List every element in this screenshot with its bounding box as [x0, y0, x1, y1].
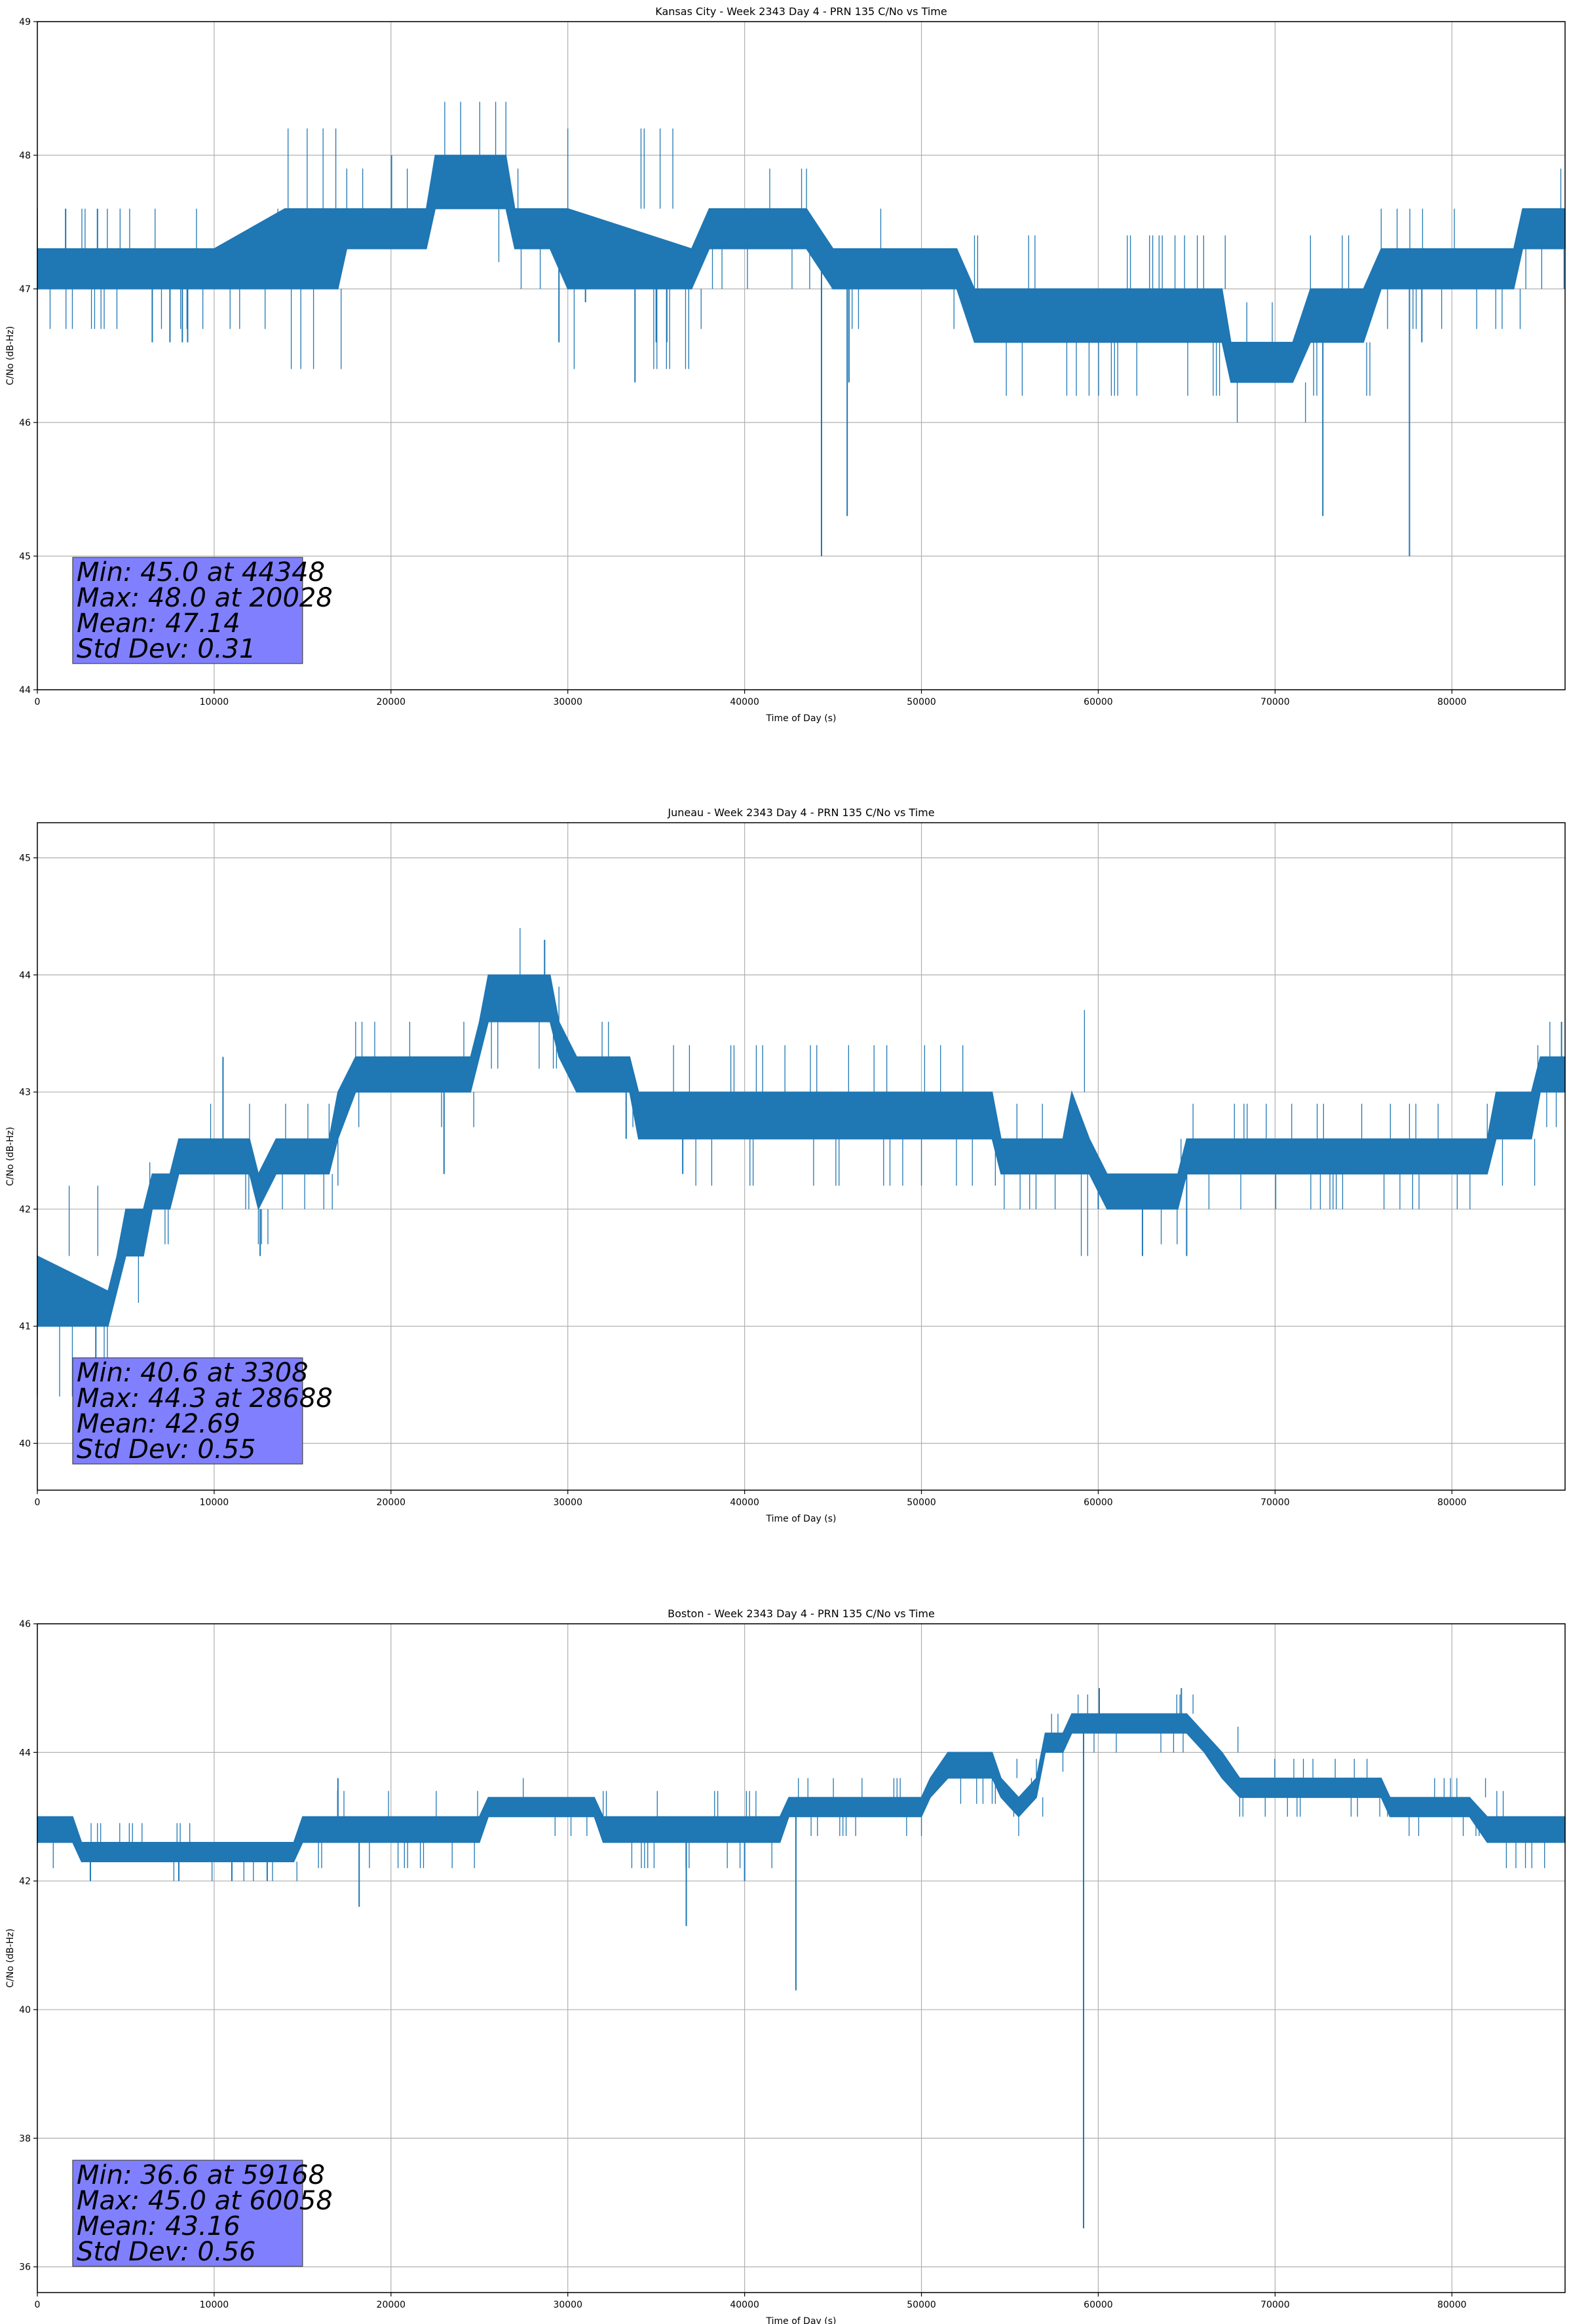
subplot-juneau: 0 10000 20000 30000 40000 50000 60000 70000 8000… — [5, 806, 1566, 1524]
x-tick-label: 40000 — [730, 1497, 759, 1508]
stats-line: Mean: 42.69 — [77, 1409, 240, 1439]
series-line — [37, 102, 1566, 556]
stats-box-bg — [72, 1357, 303, 1465]
y-tick-label: 49 — [19, 17, 31, 28]
y-tick-label: 36 — [19, 2262, 31, 2273]
y-axis-label: C/No (dB-Hz) — [5, 1928, 16, 1987]
stats-box-bg — [72, 557, 303, 664]
x-tick-label: 80000 — [1437, 2300, 1467, 2310]
x-tick-label: 0 — [35, 2300, 41, 2310]
x-tick-label: 10000 — [200, 697, 229, 707]
x-tick-label: 10000 — [200, 1497, 229, 1508]
series-hatch — [52, 1694, 1545, 1881]
stats-line: Max: 44.3 at 28688 — [77, 1383, 333, 1414]
x-tick-label: 60000 — [1084, 1497, 1113, 1508]
y-tick-label: 40 — [19, 2005, 31, 2015]
series-hatch — [37, 102, 1565, 422]
x-tick-label: 30000 — [553, 697, 582, 707]
chart-title: Kansas City - Week 2343 Day 4 - PRN 135 … — [655, 5, 947, 18]
x-tick-label: 40000 — [730, 697, 759, 707]
x-tick-label: 30000 — [553, 1497, 582, 1508]
x-tick-label: 20000 — [377, 697, 406, 707]
y-tick-label: 47 — [19, 284, 31, 295]
stats-line: Max: 45.0 at 60058 — [77, 2186, 333, 2216]
y-tick-label: 42 — [19, 1205, 31, 1215]
x-ticks: 0 10000 20000 30000 40000 50000 60000 70000 8000… — [35, 2293, 1467, 2310]
chart-title: Juneau - Week 2343 Day 4 - PRN 135 C/No … — [667, 806, 934, 819]
stats-line: Mean: 47.14 — [77, 609, 240, 639]
x-tick-label: 30000 — [553, 2300, 582, 2310]
stats-line: Min: 36.6 at 59168 — [77, 2160, 325, 2190]
x-axis-label: Time of Day (s) — [766, 1514, 837, 1524]
y-tick-label: 43 — [19, 1087, 31, 1098]
y-ticks: 44 45 46 47 48 49 — [19, 17, 37, 696]
y-tick-label: 40 — [19, 1438, 31, 1449]
stats-line: Min: 45.0 at 44348 — [77, 557, 325, 588]
x-tick-label: 80000 — [1437, 697, 1467, 707]
y-tick-label: 45 — [19, 853, 31, 864]
stats-line: Std Dev: 0.55 — [77, 1434, 256, 1465]
x-ticks: 0 10000 20000 30000 40000 50000 60000 70000 8000… — [35, 690, 1467, 707]
y-tick-label: 45 — [19, 552, 31, 562]
y-ticks: 36 38 40 42 44 46 — [19, 1619, 37, 2273]
x-tick-label: 50000 — [907, 2300, 936, 2310]
x-tick-label: 20000 — [377, 2300, 406, 2310]
axes-frame — [37, 21, 1566, 690]
y-tick-label: 44 — [19, 970, 31, 981]
stats-line: Std Dev: 0.31 — [77, 634, 256, 664]
x-tick-label: 70000 — [1260, 1497, 1290, 1508]
series-line — [37, 1688, 1566, 2228]
axes-frame — [37, 1623, 1566, 2293]
chart-title: Boston - Week 2343 Day 4 - PRN 135 C/No … — [668, 1607, 935, 1620]
x-tick-label: 10000 — [200, 2300, 229, 2310]
x-tick-label: 70000 — [1260, 697, 1290, 707]
subplot-kansas-city: 0 10000 20000 30000 40000 50000 60000 70000 8000… — [5, 5, 1566, 724]
stats-line: Std Dev: 0.56 — [77, 2237, 256, 2267]
x-tick-label: 60000 — [1084, 697, 1113, 707]
x-tick-label: 50000 — [907, 697, 936, 707]
y-tick-label: 44 — [19, 1748, 31, 1758]
y-tick-label: 44 — [19, 685, 31, 696]
x-tick-label: 70000 — [1260, 2300, 1290, 2310]
stats-line: Mean: 43.16 — [77, 2211, 240, 2241]
x-tick-label: 20000 — [377, 1497, 406, 1508]
x-tick-label: 60000 — [1084, 2300, 1113, 2310]
subplot-boston: 0 10000 20000 30000 40000 50000 60000 70000 8000… — [5, 1607, 1566, 2324]
y-tick-label: 48 — [19, 151, 31, 161]
y-tick-label: 38 — [19, 2133, 31, 2144]
x-axis-label: Time of Day (s) — [766, 2316, 837, 2324]
y-tick-label: 41 — [19, 1322, 31, 1332]
x-axis-label: Time of Day (s) — [766, 713, 837, 724]
y-axis-label: C/No (dB-Hz) — [5, 1127, 16, 1186]
y-tick-label: 46 — [19, 1619, 31, 1630]
x-tick-label: 40000 — [730, 2300, 759, 2310]
y-tick-label: 46 — [19, 418, 31, 428]
y-axis-label: C/No (dB-Hz) — [5, 326, 16, 385]
x-tick-label: 50000 — [907, 1497, 936, 1508]
axes-frame — [37, 822, 1566, 1491]
stats-box-bg — [72, 2160, 303, 2267]
y-ticks: 40 41 42 43 44 45 — [19, 853, 37, 1449]
stats-line: Max: 48.0 at 20028 — [77, 583, 333, 613]
x-tick-label: 80000 — [1437, 1497, 1467, 1508]
x-tick-label: 0 — [35, 697, 41, 707]
y-tick-label: 42 — [19, 1877, 31, 1887]
stats-line: Min: 40.6 at 3308 — [77, 1358, 309, 1388]
x-ticks: 0 10000 20000 30000 40000 50000 60000 70000 8000… — [35, 1490, 1467, 1508]
x-tick-label: 0 — [35, 1497, 41, 1508]
